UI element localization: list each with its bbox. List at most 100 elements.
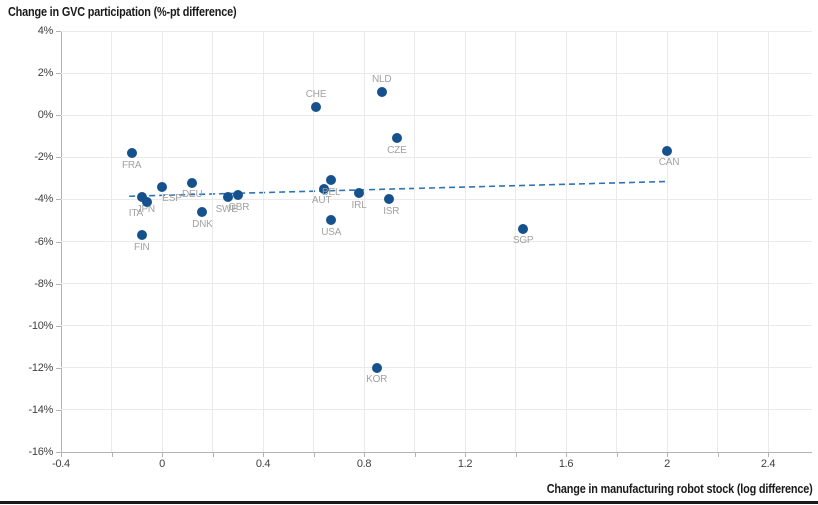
- point-label-ita: ITA: [128, 208, 143, 219]
- y-axis-tick-mark: [56, 31, 61, 32]
- horizontal-gridline: [61, 409, 812, 411]
- y-axis-tick-mark: [56, 452, 61, 453]
- point-swe: [222, 192, 233, 203]
- y-tick-label: -6%: [34, 235, 53, 248]
- point-sgp: [518, 223, 529, 234]
- x-tick-label: 0.8: [356, 458, 372, 470]
- plot-area: FRA JPN ITA FIN ESP DEU DNK SWE GBR CHE NLD CZE AUT B…: [61, 30, 812, 452]
- x-axis-tick-mark: [465, 452, 467, 457]
- y-tick-label: -8%: [34, 277, 53, 290]
- point-label-che: CHE: [305, 88, 327, 100]
- point-label-deu: DEU: [182, 189, 203, 201]
- horizontal-gridline: [61, 367, 812, 369]
- point-deu: [187, 177, 198, 188]
- point-label-irl: IRL: [351, 199, 367, 211]
- point-label-jpn: JPN: [136, 203, 155, 215]
- x-tick-label: 1.6: [558, 458, 574, 470]
- point-jpn: [136, 192, 147, 203]
- vertical-gridline: [515, 31, 517, 452]
- y-axis-tick-mark: [56, 199, 61, 201]
- horizontal-gridline: [61, 72, 812, 74]
- x-axis-tick-mark: [364, 452, 366, 457]
- y-tick-label: -16%: [28, 446, 54, 458]
- point-label-swe: SWE: [215, 203, 238, 215]
- y-axis-tick-mark: [56, 157, 61, 159]
- y-axis-tick-mark: [56, 73, 61, 75]
- y-tick-label: 4%: [37, 25, 54, 37]
- point-label-fin: FIN: [134, 241, 150, 253]
- vertical-gridline: [767, 31, 769, 452]
- point-che: [311, 101, 322, 112]
- x-axis-tick-mark: [414, 452, 416, 457]
- vertical-gridline: [616, 31, 618, 452]
- x-axis-tick-mark: [768, 452, 770, 457]
- x-axis-tick-mark: [515, 452, 517, 457]
- x-tick-label: 0.4: [255, 458, 271, 470]
- horizontal-gridline: [61, 30, 812, 32]
- vertical-gridline: [414, 31, 416, 452]
- x-axis-tick-mark: [667, 452, 669, 457]
- vertical-gridline: [313, 31, 315, 452]
- y-axis-tick-mark: [56, 367, 61, 369]
- x-axis-line: [61, 452, 812, 453]
- x-tick-label: 1.2: [457, 458, 473, 470]
- vertical-gridline: [161, 31, 163, 452]
- x-axis-title: Change in manufacturing robot stock (log…: [547, 482, 813, 496]
- horizontal-gridline: [61, 114, 812, 116]
- vertical-gridline: [717, 31, 719, 452]
- point-can: [662, 145, 673, 156]
- x-axis-tick-mark: [313, 452, 315, 457]
- y-axis-tick-mark: [56, 115, 61, 117]
- point-label-cze: CZE: [387, 144, 407, 156]
- y-tick-label: -10%: [28, 319, 54, 332]
- y-axis-tick-mark: [56, 241, 61, 243]
- point-aut: [318, 183, 329, 194]
- vertical-gridline: [363, 31, 365, 452]
- x-tick-label: 2.4: [760, 458, 776, 470]
- y-tick-label: -4%: [34, 193, 53, 206]
- point-esp: [157, 181, 167, 192]
- point-ita: [141, 196, 152, 207]
- point-label-esp: ESP: [162, 193, 182, 205]
- point-label-aut: AUT: [311, 195, 332, 207]
- x-tick-label: -0.4: [52, 458, 70, 470]
- x-axis-tick-mark: [61, 452, 62, 457]
- point-label-isr: ISR: [383, 205, 400, 217]
- vertical-gridline: [262, 31, 264, 452]
- horizontal-gridline: [61, 156, 812, 158]
- point-label-gbr: GBR: [228, 201, 250, 213]
- horizontal-gridline: [61, 198, 812, 200]
- x-axis-tick-mark: [162, 452, 163, 457]
- vertical-gridline: [464, 31, 466, 452]
- point-label-sgp: SGP: [512, 235, 534, 247]
- vertical-gridline: [565, 31, 567, 452]
- point-cze: [391, 133, 402, 144]
- x-axis-tick-mark: [566, 452, 568, 457]
- x-axis-tick-mark: [616, 452, 618, 457]
- y-axis-tick-mark: [56, 283, 61, 285]
- point-irl: [353, 188, 364, 199]
- point-label-bel: BEL: [322, 186, 341, 198]
- point-usa: [326, 215, 337, 226]
- point-bel: [326, 175, 337, 186]
- y-tick-label: -12%: [28, 361, 54, 374]
- point-dnk: [197, 207, 208, 218]
- horizontal-gridline: [61, 325, 812, 327]
- x-axis-tick-mark: [111, 452, 113, 457]
- x-axis-tick-mark: [717, 452, 719, 457]
- vertical-gridline: [212, 31, 213, 452]
- point-label-fra: FRA: [122, 159, 142, 171]
- x-tick-label: 2: [664, 458, 670, 470]
- vertical-gridline: [666, 31, 668, 452]
- vertical-gridline: [111, 31, 112, 452]
- y-axis-title: Change in GVC participation (%-pt differ…: [8, 5, 237, 19]
- x-tick-label: 0: [159, 458, 165, 470]
- horizontal-gridline: [61, 283, 812, 285]
- point-kor: [371, 362, 382, 373]
- x-axis-tick-mark: [212, 452, 214, 457]
- point-label-can: CAN: [658, 157, 680, 169]
- figure-bottom-rule: [0, 501, 818, 504]
- point-label-kor: KOR: [366, 374, 388, 386]
- point-isr: [384, 194, 395, 205]
